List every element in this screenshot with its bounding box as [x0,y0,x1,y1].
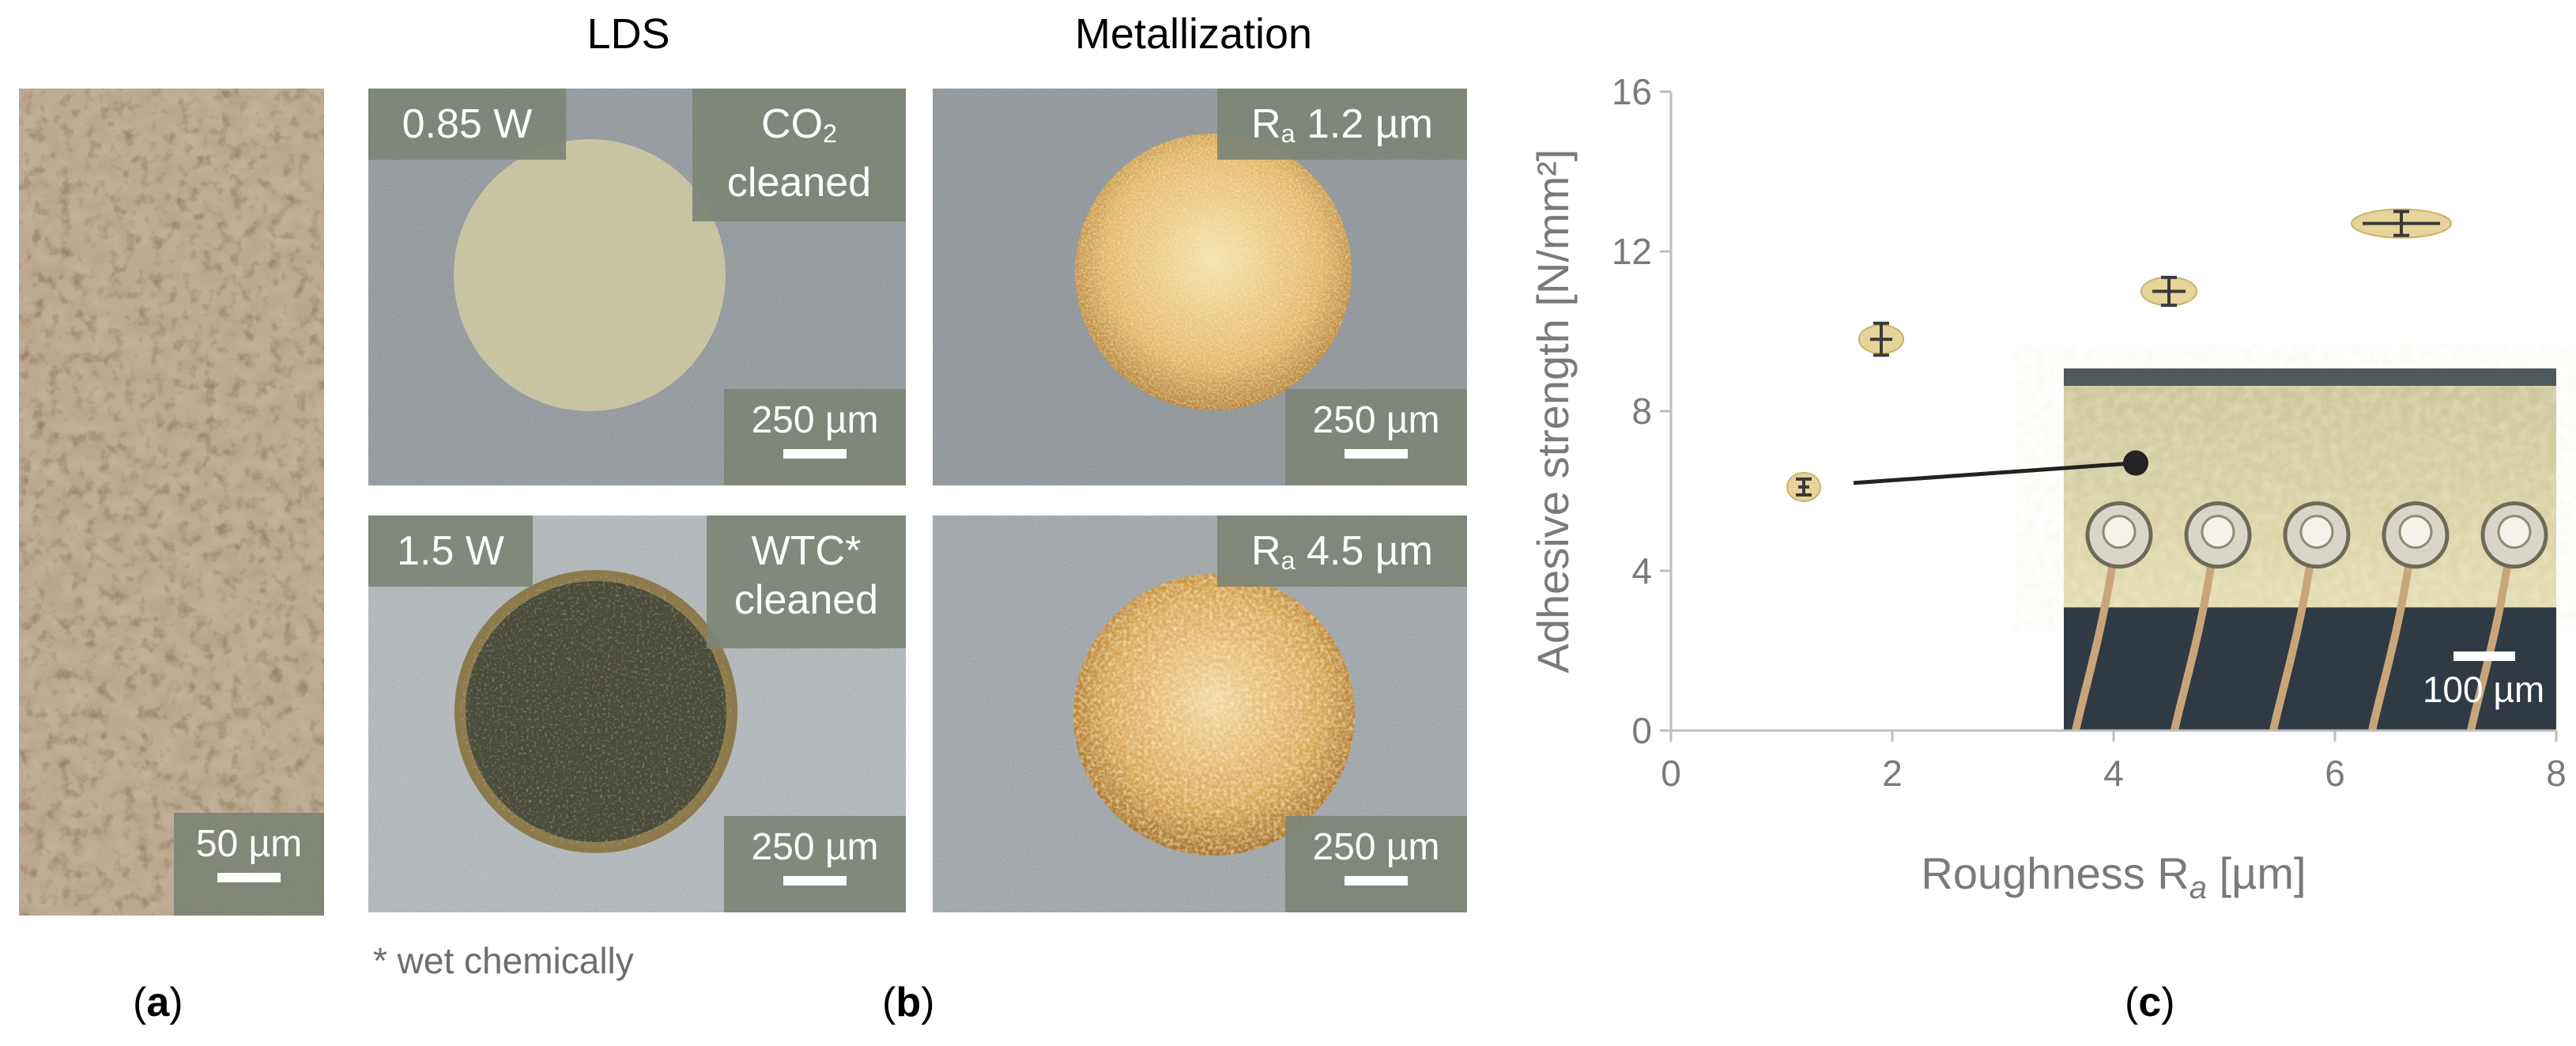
x-tick-label: 6 [2325,753,2345,794]
y-tick-label: 16 [1612,71,1652,112]
bond-ball-center [2102,515,2137,549]
bond-wire [2368,549,2415,732]
caption-a: (a) [133,980,183,1025]
label-co2-cleaned: CO2 cleaned [692,89,906,221]
caption-c: (c) [2125,980,2175,1025]
adhesion-chart: 100 µm 0 4 8 12 16 0 2 4 6 8 Roughness Ra [µm] Adhes… [1528,71,2567,905]
header-lds: LDS [586,10,670,58]
x-tick-label: 0 [1661,753,1681,794]
annotation-dot [2123,450,2148,476]
data-point-2 [1858,321,1904,357]
label-power-15w: 1.5 W [368,515,533,587]
tile-lds-085w: 0.85 W CO2 cleaned 250 µm [368,89,906,485]
bond-ball-center [2497,515,2532,549]
data-point-1 [1786,471,1821,502]
x-axis-title-sub: a [2189,870,2207,905]
bond-ball-center [2201,515,2235,549]
x-axis-title: Roughness Ra [µm] [1921,848,2306,905]
scale-box-lds-top: 250 µm [724,389,906,485]
tile-metal-ra12: Ra 1.2 µm 250 µm [933,89,1467,485]
y-axis-title: Adhesive strength [N/mm²] [1528,149,1578,674]
scale-box-metal-top: 250 µm [1285,389,1467,485]
label-power-085w: 0.85 W [368,89,566,160]
scale-box-a: 50 µm [174,813,324,916]
x-tick-label: 4 [2103,753,2124,794]
sem-micrograph-a: 50 µm [19,89,324,916]
scale-label-a: 50 µm [195,823,303,865]
micrograph-texture-a [19,89,324,916]
x-tick-label: 2 [1882,753,1903,794]
footnote-wet-chemically: * wet chemically [373,940,634,981]
label-ra-45: Ra 4.5 µm [1217,515,1467,587]
y-tick-label: 8 [1631,391,1652,432]
x-tick-label: 8 [2546,753,2567,794]
label-wtc-cleaned: WTC* cleaned [707,515,906,648]
tile-metal-ra45: Ra 4.5 µm 250 µm [933,515,1467,912]
x-axis-title-main: Roughness R [1921,848,2189,898]
label-ra-12: Ra 1.2 µm [1217,89,1467,160]
scale-box-lds-bottom: 250 µm [724,816,906,912]
inset-top-edge [2064,368,2556,386]
inset-scale-bar [2453,651,2515,661]
caption-letter-a: a [146,980,170,1025]
x-axis-title-unit: [µm] [2207,848,2306,898]
header-metallization: Metallization [1074,10,1313,58]
bond-ball-center [2299,515,2334,549]
caption-letter-c: c [2138,980,2162,1025]
y-tick-label: 0 [1631,710,1652,751]
bond-wire [2072,549,2118,732]
data-point-4 [2351,208,2452,239]
scale-bar-a [217,873,281,882]
annotation-line [1853,461,2137,485]
tile-lds-15w: 1.5 W WTC* cleaned 250 µm [368,515,906,912]
bond-wire [2171,549,2217,732]
y-tick-label: 4 [1631,550,1652,591]
bond-ball-center [2398,515,2433,549]
inset-scale-label: 100 µm [2423,669,2544,710]
inset-micrograph-group: 100 µm [2064,368,2556,732]
scale-box-metal-bottom: 250 µm [1285,816,1467,912]
caption-b: (b) [882,980,935,1025]
caption-letter-b: b [896,980,922,1025]
data-point-3 [2140,275,2197,308]
y-tick-label: 12 [1612,231,1652,272]
bond-wire [2269,549,2316,732]
